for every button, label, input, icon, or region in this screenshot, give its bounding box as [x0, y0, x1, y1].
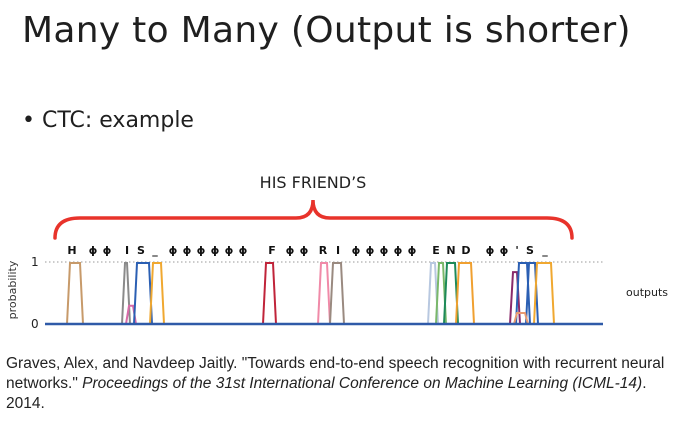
token-label: ɸ: [394, 244, 403, 257]
brace-icon: [53, 199, 574, 240]
token-label: E: [432, 244, 440, 257]
probability-spike: [121, 262, 131, 325]
citation: Graves, Alex, and Navdeep Jaitly. "Towar…: [6, 354, 678, 414]
bullet-text: CTC: example: [42, 108, 194, 133]
token-label: ɸ: [380, 244, 389, 257]
probability-spike: [66, 262, 84, 325]
x-axis-label: outputs: [626, 286, 668, 299]
token-label: ɸ: [300, 244, 309, 257]
token-label: ɸ: [366, 244, 375, 257]
token-label: ɸ: [352, 244, 361, 257]
probability-spike: [509, 271, 521, 325]
y-axis-label: probability: [6, 260, 19, 319]
token-label: I: [125, 244, 129, 257]
slide-title: Many to Many (Output is shorter): [22, 10, 631, 51]
token-label: ɸ: [486, 244, 495, 257]
probability-spike: [149, 262, 165, 325]
token-label: ɸ: [169, 244, 178, 257]
probability-spike: [329, 262, 345, 325]
token-label: D: [461, 244, 470, 257]
token-label: _: [152, 244, 158, 257]
token-label: R: [319, 244, 328, 257]
probability-spike: [317, 262, 331, 325]
probability-spike: [455, 262, 475, 325]
token-label: ɸ: [225, 244, 234, 257]
token-label: I: [336, 244, 340, 257]
token-label: ɸ: [211, 244, 220, 257]
brace-label: HIS FRIEND’S: [260, 173, 367, 192]
token-label: ɸ: [239, 244, 248, 257]
token-label: ɸ: [183, 244, 192, 257]
token-label: H: [67, 244, 76, 257]
token-label: ɸ: [197, 244, 206, 257]
citation-venue: Proceedings of the 31st International Co…: [82, 375, 643, 392]
token-label: S: [526, 244, 534, 257]
y-tick-1: 1: [31, 255, 39, 269]
probability-spike: [133, 262, 153, 325]
citation-text: Graves, Alex, and Navdeep Jaitly. "Towar…: [6, 355, 665, 392]
token-label: N: [446, 244, 455, 257]
token-label: S: [137, 244, 145, 257]
token-label: ɸ: [408, 244, 417, 257]
token-label: F: [268, 244, 276, 257]
y-tick-0: 0: [31, 317, 39, 331]
token-label: ɸ: [500, 244, 509, 257]
token-label: ɸ: [103, 244, 112, 257]
citation-year: . 2014.: [6, 375, 647, 412]
token-label: _: [542, 244, 548, 257]
probability-spike: [533, 262, 555, 325]
bullet-dot-icon: •: [22, 108, 35, 133]
probability-spike: [513, 312, 529, 325]
probability-spike: [262, 262, 277, 325]
probability-peaks: [66, 262, 555, 325]
token-label: ɸ: [286, 244, 295, 257]
bullet-item: • CTC: example: [22, 108, 194, 133]
token-label: ': [515, 244, 518, 257]
token-label: ɸ: [89, 244, 98, 257]
